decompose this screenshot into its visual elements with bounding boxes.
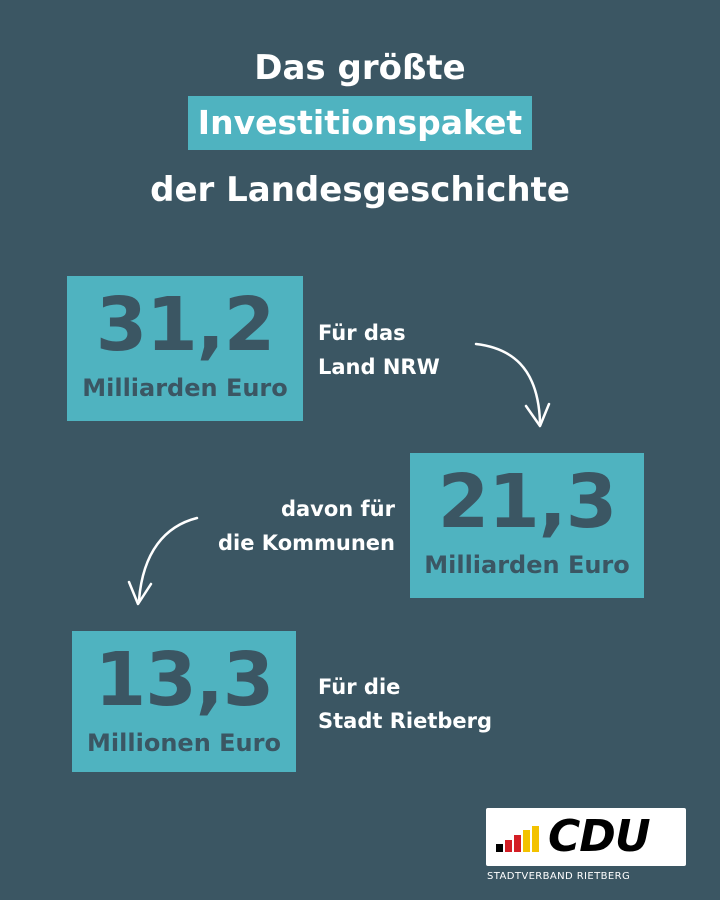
stat-unit: Millionen Euro (87, 729, 281, 757)
stat-label-line: Stadt Rietberg (318, 709, 493, 733)
stat-number: 13,3 (94, 637, 275, 723)
headline-highlight: Investitionspaket (187, 96, 533, 150)
stat-box-rietberg: 13,3 Millionen Euro (72, 631, 296, 772)
stat-unit: Milliarden Euro (424, 551, 630, 579)
stat-label-line: Für das (318, 321, 406, 345)
stat-label-kommunen: davon für die Kommunen (190, 492, 395, 560)
stat-label-line: Für die (318, 675, 401, 699)
cdu-bars-icon (496, 826, 539, 852)
cdu-subtitle: STADTVERBAND RIETBERG (487, 871, 631, 882)
stat-label-rietberg: Für die Stadt Rietberg (318, 670, 492, 738)
stat-unit: Milliarden Euro (82, 374, 288, 402)
headline-line-3: der Landesgeschichte (150, 170, 570, 210)
stat-label-line: davon für (280, 497, 395, 521)
stat-label-line: die Kommunen (218, 531, 395, 555)
headline-line-1: Das größte (254, 48, 466, 88)
curved-arrow-icon (474, 342, 551, 428)
stat-number: 21,3 (437, 459, 618, 545)
cdu-logo: CDU (486, 808, 686, 866)
headline: Das größte Investitionspaket der Landesg… (0, 40, 720, 218)
stat-label-land-nrw: Für das Land NRW (318, 316, 440, 384)
stat-number: 31,2 (95, 282, 276, 368)
curved-arrow-icon (127, 516, 199, 606)
stat-box-kommunen: 21,3 Milliarden Euro (410, 453, 644, 598)
cdu-logo-text: CDU (548, 811, 651, 862)
stat-label-line: Land NRW (318, 355, 440, 379)
stat-box-land-nrw: 31,2 Milliarden Euro (67, 276, 303, 421)
